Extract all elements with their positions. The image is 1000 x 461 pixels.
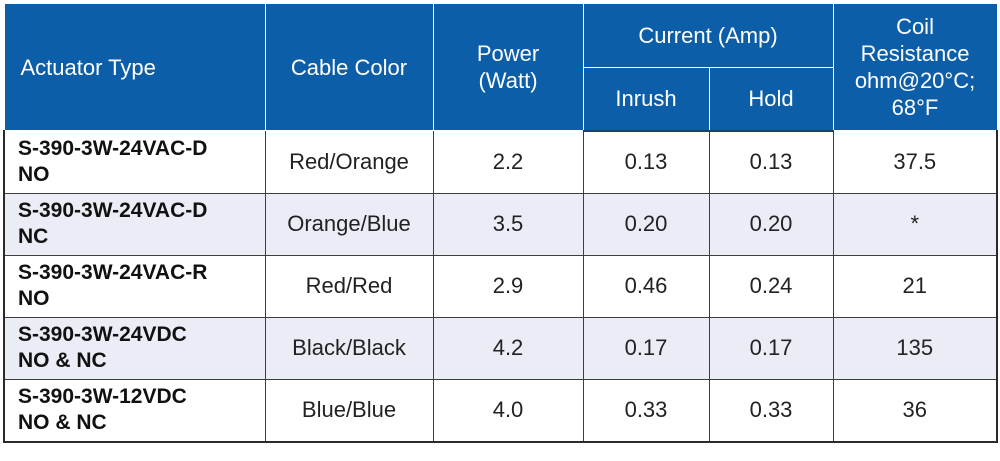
actuator-type-line: S-390-3W-24VDC xyxy=(18,323,187,346)
cell-inrush: 0.46 xyxy=(582,254,710,318)
cell-power: 4.0 xyxy=(432,378,584,443)
actuator-type-line: S-390-3W-12VDC xyxy=(18,385,187,408)
cell-cable-color: Red/Orange xyxy=(264,130,434,194)
actuator-type-line: NO xyxy=(18,287,50,310)
header-coil-line-1: Coil xyxy=(896,14,934,39)
actuator-spec-table: Actuator Type Cable Color Power (Watt) C… xyxy=(3,3,999,443)
actuator-type-line: NC xyxy=(18,225,49,248)
cell-coil-resistance: * xyxy=(832,192,999,256)
header-hold: Hold xyxy=(708,67,834,132)
header-cable-color: Cable Color xyxy=(264,3,434,131)
cell-hold: 0.20 xyxy=(708,192,834,256)
header-coil-line-4: 68°F xyxy=(891,95,939,120)
cell-cable-color: Red/Red xyxy=(264,254,434,318)
cell-cable-color: Blue/Blue xyxy=(264,378,434,443)
cell-hold: 0.33 xyxy=(708,378,834,443)
cell-actuator-type: S-390-3W-24VAC-D NC xyxy=(3,192,266,256)
actuator-type-line: S-390-3W-24VAC-D xyxy=(18,199,208,222)
cell-actuator-type: S-390-3W-12VDC NO & NC xyxy=(3,378,266,443)
table-row: S-390-3W-24VAC-D NC Orange/Blue 3.5 0.20 0.20… xyxy=(3,192,999,256)
cell-hold: 0.24 xyxy=(708,254,834,318)
header-coil-line-2: Resistance xyxy=(860,41,970,66)
cell-power: 3.5 xyxy=(432,192,584,256)
actuator-type-line: S-390-3W-24VAC-R xyxy=(18,261,208,284)
cell-cable-color: Black/Black xyxy=(264,316,434,380)
cell-hold: 0.13 xyxy=(708,130,834,194)
header-inrush: Inrush xyxy=(582,67,710,132)
cell-coil-resistance: 36 xyxy=(832,378,999,443)
table-row: S-390-3W-24VDC NO & NC Black/Black 4.2 0.17 0… xyxy=(3,316,999,380)
cell-inrush: 0.20 xyxy=(582,192,710,256)
cell-cable-color: Orange/Blue xyxy=(264,192,434,256)
cell-coil-resistance: 37.5 xyxy=(832,130,999,194)
cell-power: 4.2 xyxy=(432,316,584,380)
header-power-line-2: (Watt) xyxy=(478,68,538,93)
actuator-type-line: NO & NC xyxy=(18,411,107,434)
cell-inrush: 0.17 xyxy=(582,316,710,380)
cell-power: 2.2 xyxy=(432,130,584,194)
cell-hold: 0.17 xyxy=(708,316,834,380)
cell-actuator-type: S-390-3W-24VAC-R NO xyxy=(3,254,266,318)
table-row: S-390-3W-12VDC NO & NC Blue/Blue 4.0 0.33 0.3… xyxy=(3,378,999,443)
header-coil-resistance: Coil Resistance ohm@20°C; 68°F xyxy=(832,3,998,131)
cell-inrush: 0.13 xyxy=(582,130,710,194)
header-power: Power (Watt) xyxy=(432,3,584,131)
cell-coil-resistance: 21 xyxy=(832,254,999,318)
cell-actuator-type: S-390-3W-24VAC-D NO xyxy=(3,130,266,194)
actuator-type-line: NO & NC xyxy=(18,349,107,372)
actuator-type-line: NO xyxy=(18,162,50,186)
cell-actuator-type: S-390-3W-24VDC NO & NC xyxy=(3,316,266,380)
actuator-type-line: S-390-3W-24VAC-D xyxy=(18,136,208,160)
header-actuator-type: Actuator Type xyxy=(3,3,266,131)
header-power-line-1: Power xyxy=(476,41,540,66)
table-row: S-390-3W-24VAC-R NO Red/Red 2.9 0.46 0.24 21 xyxy=(3,254,999,318)
header-coil-line-3: ohm@20°C; xyxy=(854,68,976,93)
table-row: S-390-3W-24VAC-D NO Red/Orange 2.2 0.13 0.13 3… xyxy=(3,130,999,194)
cell-power: 2.9 xyxy=(432,254,584,318)
cell-inrush: 0.33 xyxy=(582,378,710,443)
header-current: Current (Amp) xyxy=(582,3,834,68)
cell-coil-resistance: 135 xyxy=(832,316,999,380)
